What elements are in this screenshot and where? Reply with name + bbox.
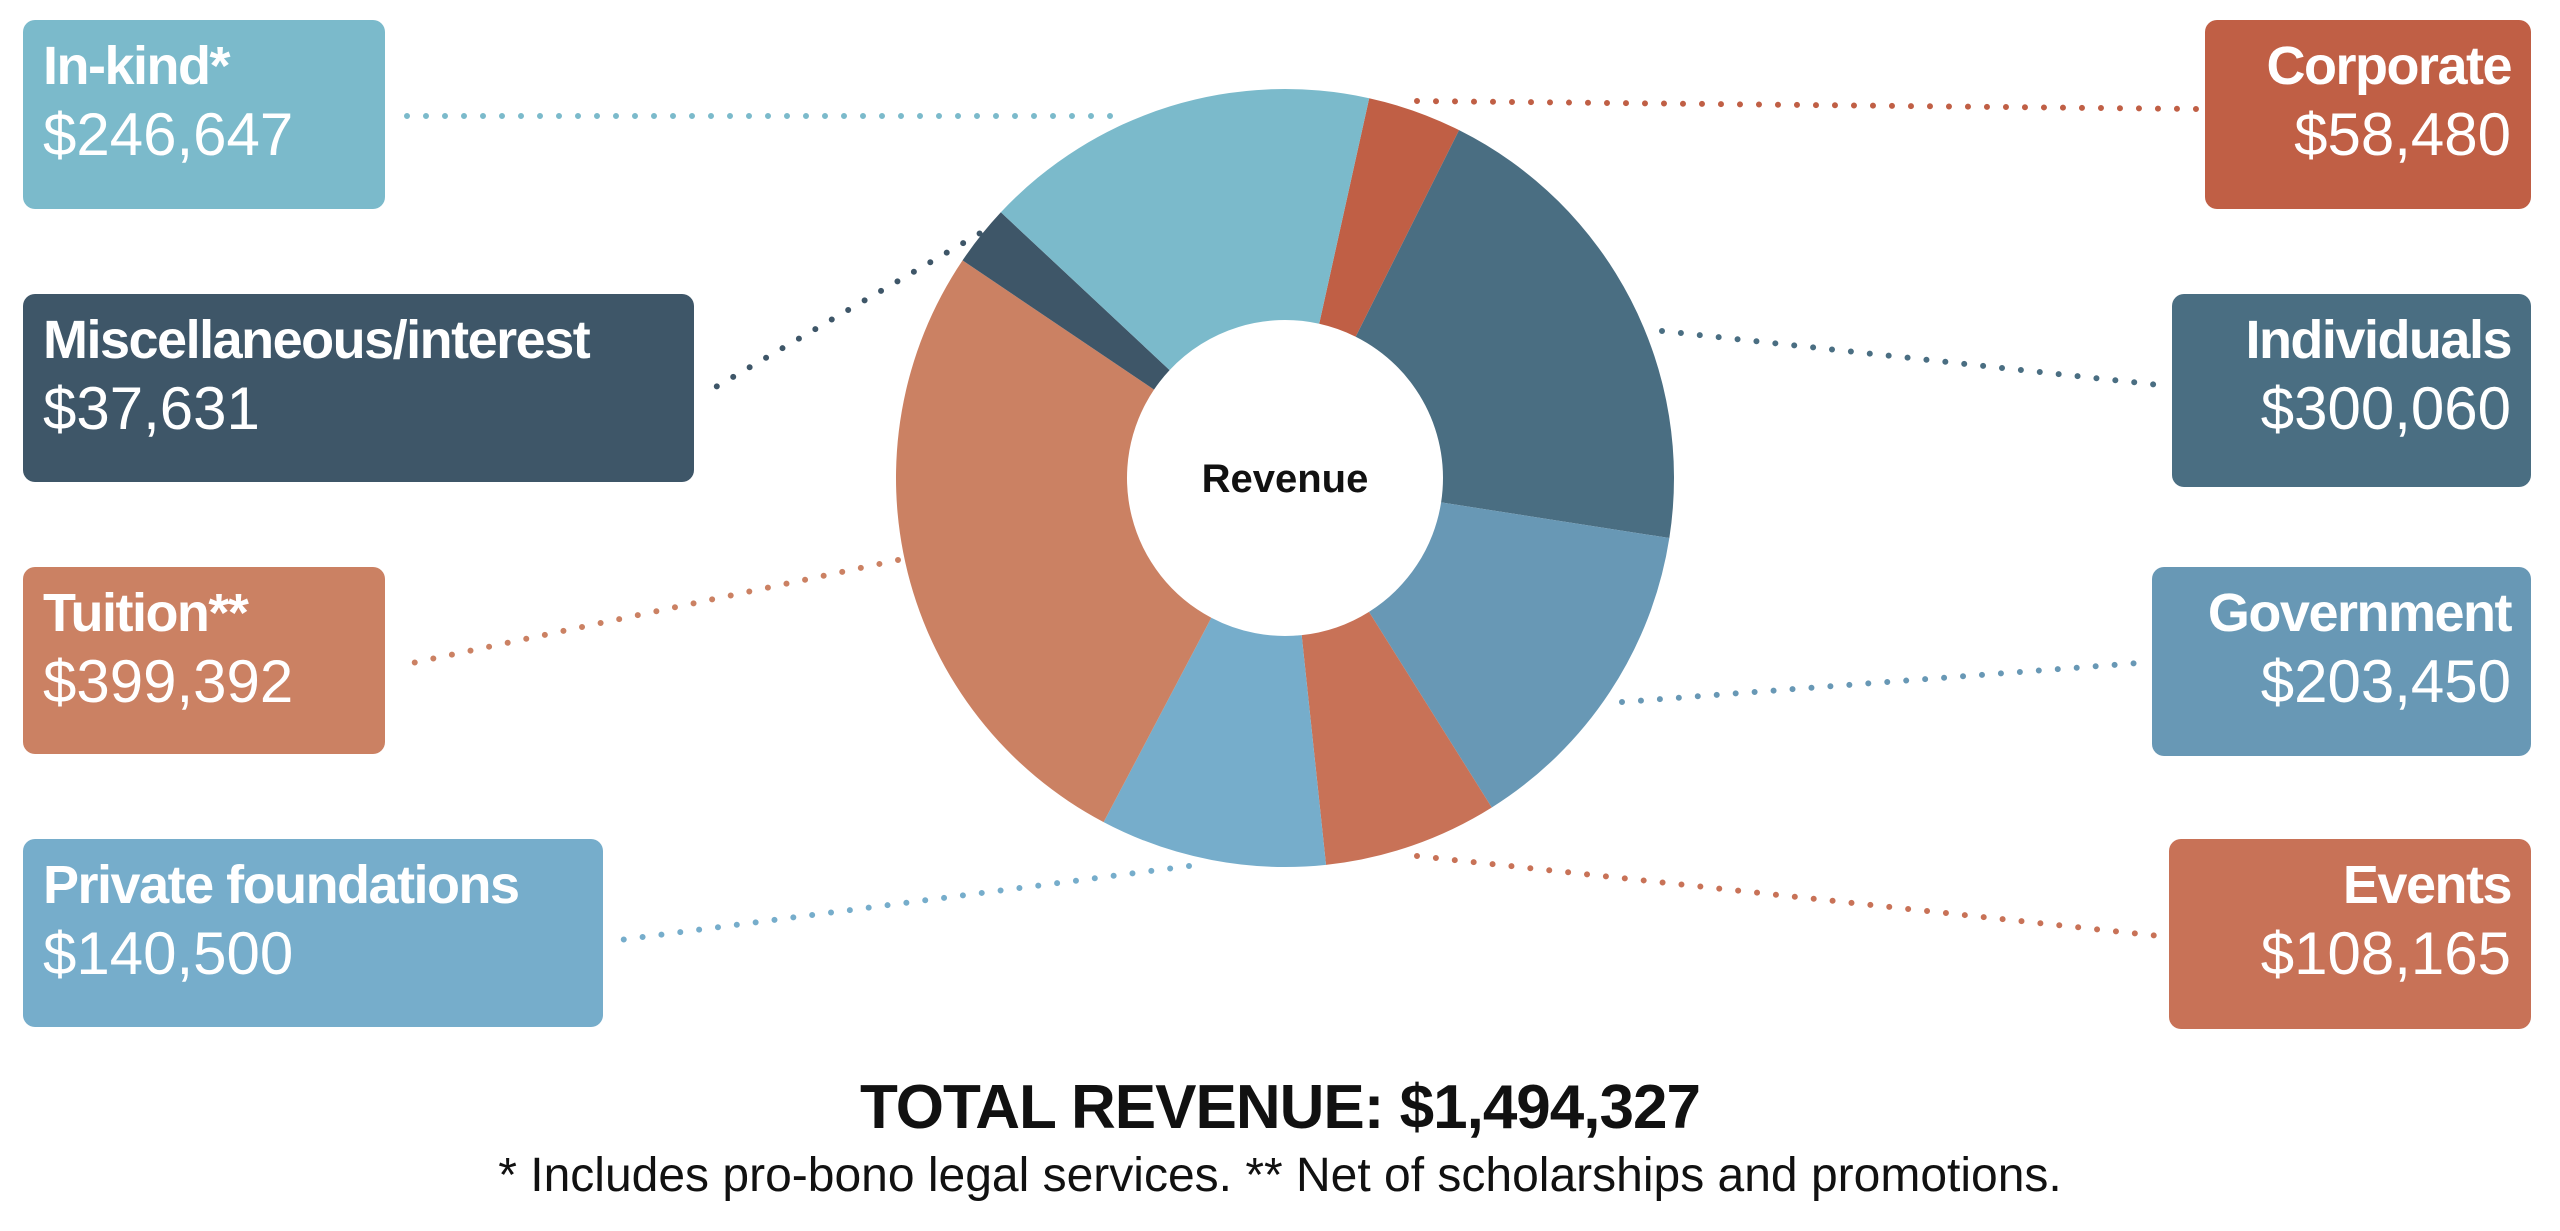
legend-tuition: Tuition** $399,392 bbox=[23, 567, 385, 754]
donut-slice-corporate bbox=[1319, 98, 1460, 337]
donut-slice-individuals bbox=[1355, 130, 1674, 539]
donut-slice-tuition bbox=[896, 260, 1212, 823]
legend-value: $58,480 bbox=[2294, 101, 2511, 168]
legend-label: Tuition** bbox=[43, 583, 249, 643]
legend-value: $399,392 bbox=[43, 648, 294, 715]
legend-miscellaneous: Miscellaneous/interest $37,631 bbox=[23, 294, 694, 482]
leader-line bbox=[1414, 853, 2162, 939]
legend-value: $37,631 bbox=[43, 375, 260, 442]
legend-label: Private foundations bbox=[43, 855, 520, 915]
donut-center-label: Revenue bbox=[1202, 457, 1369, 501]
leader-line bbox=[699, 221, 999, 398]
donut-slice-miscellaneous-interest bbox=[962, 212, 1170, 390]
leader-line bbox=[1414, 98, 2199, 112]
legend-value: $246,647 bbox=[43, 101, 294, 168]
footnote: * Includes pro-bono legal services. ** N… bbox=[498, 1149, 2062, 1202]
legend-label: Corporate bbox=[2266, 36, 2512, 96]
leader-line bbox=[395, 557, 901, 669]
leader-line bbox=[609, 863, 1192, 944]
legend-value: $300,060 bbox=[2260, 375, 2511, 442]
leader-line bbox=[1659, 328, 2162, 388]
total-revenue: TOTAL REVENUE: $1,494,327 bbox=[860, 1073, 1701, 1142]
legend-value: $203,450 bbox=[2260, 648, 2511, 715]
legend-events: Events $108,165 bbox=[2169, 839, 2531, 1029]
legend-government: Government $203,450 bbox=[2152, 567, 2531, 756]
donut-slice-in-kind bbox=[1000, 88, 1370, 371]
legend-value: $140,500 bbox=[43, 920, 294, 987]
donut-slice-government bbox=[1368, 502, 1670, 808]
donut-slice-events bbox=[1301, 611, 1492, 865]
legend-label: Government bbox=[2207, 583, 2513, 643]
legend-corporate: Corporate $58,480 bbox=[2205, 20, 2531, 209]
legend-value: $108,165 bbox=[2260, 920, 2511, 987]
leader-line bbox=[1619, 660, 2142, 705]
legend-in-kind: In-kind* $246,647 bbox=[23, 20, 385, 209]
legend-individuals: Individuals $300,060 bbox=[2172, 294, 2531, 487]
legend-private-foundations: Private foundations $140,500 bbox=[23, 839, 603, 1027]
donut-slice-private-foundations bbox=[1103, 617, 1327, 867]
legend-label: In-kind* bbox=[43, 36, 231, 96]
legend-label: Events bbox=[2342, 855, 2513, 915]
legend-label: Individuals bbox=[2245, 310, 2512, 370]
legend-label: Miscellaneous/interest bbox=[43, 310, 591, 370]
